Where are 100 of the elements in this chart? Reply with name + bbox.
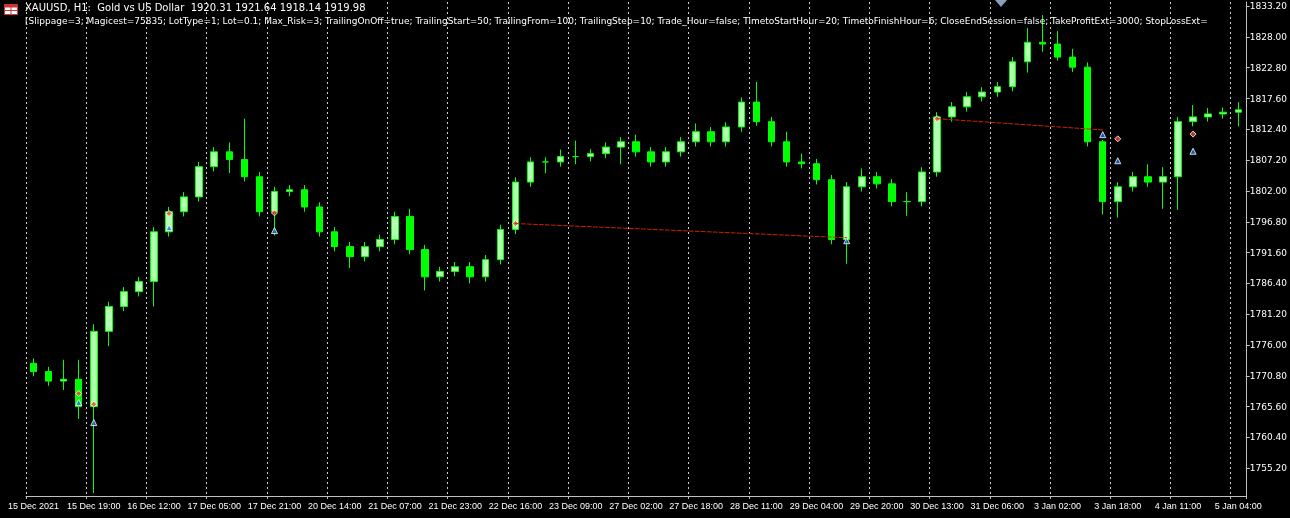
y-tick-label: 1812.40	[1249, 124, 1288, 135]
point	[270, 227, 278, 235]
candlestick	[466, 261, 474, 284]
x-tick-label: 27 Dec 02:00	[609, 500, 663, 511]
point	[90, 419, 98, 427]
point	[843, 237, 851, 245]
x-tick-label: 17 Dec 21:00	[247, 500, 302, 511]
x-tick-label: 27 Dec 18:00	[669, 500, 723, 511]
x-tick-label: 29 Dec 04:00	[789, 500, 844, 511]
candlestick	[903, 191, 911, 217]
x-tick-label: 31 Dec 06:00	[970, 500, 1025, 511]
y-tick-label: 1817.60	[1249, 93, 1288, 104]
candlestick	[90, 323, 98, 494]
candlestick	[421, 244, 429, 291]
point	[165, 224, 173, 232]
y-tick-label: 1807.20	[1249, 155, 1288, 166]
candlestick	[361, 241, 369, 262]
x-tick-label: 21 Dec 23:00	[428, 500, 482, 511]
candlestick	[828, 174, 835, 245]
candlestick	[1114, 181, 1122, 219]
candlestick	[1144, 163, 1152, 188]
candlestick	[1009, 56, 1016, 92]
x-tick-label: 16 Dec 12:00	[127, 500, 181, 511]
candlestick	[1024, 27, 1031, 73]
candlestick	[30, 358, 37, 377]
candlestick	[813, 158, 820, 185]
candlestick	[1054, 30, 1061, 62]
candlestick	[768, 116, 775, 148]
y-tick-label: 1796.80	[1249, 216, 1288, 227]
candlestick	[1204, 107, 1212, 123]
point	[1189, 147, 1197, 155]
y-tick-label: 1760.40	[1249, 432, 1288, 443]
candlestick	[918, 166, 926, 207]
candlestick	[241, 118, 248, 182]
candlestick	[1235, 101, 1242, 127]
candlestick	[572, 140, 579, 165]
candlestick	[226, 141, 233, 174]
x-tick-label: 21 Dec 07:00	[368, 500, 422, 511]
candlestick	[301, 184, 308, 213]
candlestick	[798, 153, 805, 169]
x-tick-label: 3 Jan 18:00	[1094, 500, 1142, 511]
candlestick	[406, 208, 414, 255]
candlestick	[135, 276, 143, 297]
candlestick	[632, 134, 640, 158]
y-tick-label: 1833.20	[1249, 1, 1288, 12]
y-tick-label: 1755.20	[1249, 463, 1288, 474]
candlestick	[105, 301, 113, 347]
point	[1114, 135, 1122, 143]
y-tick-label: 1776.00	[1249, 339, 1288, 350]
candlestick	[482, 254, 489, 283]
candlestick	[963, 91, 971, 113]
candlestick	[1069, 48, 1076, 73]
candlestick	[527, 156, 534, 188]
candlestick	[978, 86, 986, 103]
x-tick-label: 22 Dec 16:00	[488, 500, 543, 511]
point	[165, 209, 173, 217]
x-tick-label: 3 Jan 02:00	[1034, 500, 1082, 511]
x-tick-label: 20 Dec 14:00	[307, 500, 362, 511]
candlestick	[120, 286, 128, 312]
candlestick	[60, 359, 67, 391]
candlestick	[722, 121, 730, 148]
candlestick	[707, 126, 715, 148]
candlestick	[195, 161, 203, 203]
candlestick	[1219, 106, 1227, 120]
x-tick-label: 15 Dec 19:00	[66, 500, 121, 511]
candlestick	[1099, 139, 1106, 216]
point	[75, 390, 83, 398]
candlestick	[948, 101, 956, 123]
candlestick	[346, 241, 354, 269]
candlestick	[512, 176, 519, 235]
candlestick	[150, 226, 158, 307]
x-tick-label: 28 Dec 11:00	[729, 500, 783, 511]
candlestick	[677, 136, 685, 158]
candlestick	[542, 156, 549, 174]
x-tick-label: 29 Dec 20:00	[850, 500, 904, 511]
candlestick	[647, 146, 655, 168]
candlestick	[662, 146, 670, 168]
candlestick	[497, 224, 504, 265]
candlestick	[1084, 61, 1091, 148]
x-tick-label: 15 Dec 2021	[8, 500, 60, 511]
candlestick	[587, 148, 594, 162]
y-tick-label: 1786.40	[1249, 278, 1288, 289]
candlestick	[391, 211, 399, 245]
candlestick	[617, 136, 625, 165]
candlestick	[45, 366, 52, 387]
candlestick	[994, 81, 1001, 98]
x-tick-label: 17 Dec 05:00	[187, 500, 242, 511]
candlestick	[316, 201, 323, 238]
candlestick	[858, 167, 866, 193]
y-tick-label: 1828.00	[1249, 31, 1288, 42]
candlestick	[286, 184, 293, 197]
chart-title: XAUUSD, H1: Gold vs US Dollar 1920.31 1921.64 1918.14 1919.98	[25, 1, 366, 13]
candlestick	[843, 181, 850, 265]
candlestick	[376, 234, 384, 252]
x-tick-label: 30 Dec 13:00	[910, 500, 964, 511]
candlestick	[1129, 171, 1137, 193]
candlestick	[602, 141, 610, 159]
candlestick	[271, 186, 278, 236]
candlestick	[1159, 166, 1167, 210]
candlestick	[451, 261, 459, 277]
